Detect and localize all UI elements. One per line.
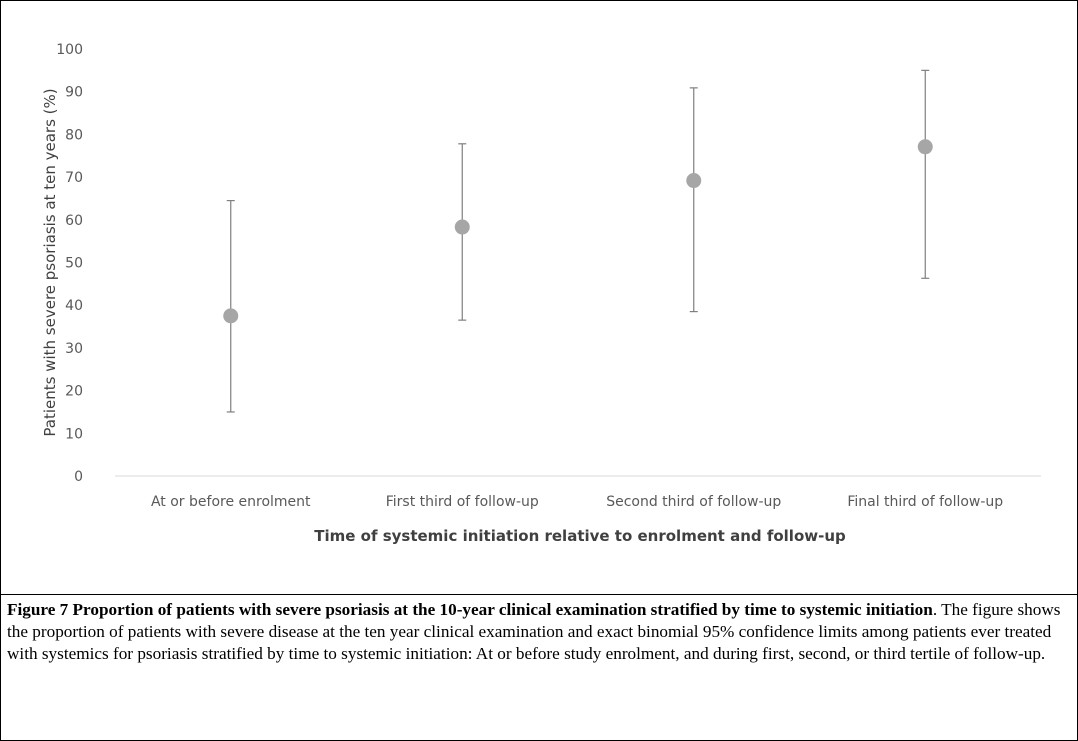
error-bar [689, 87, 698, 313]
data-points [223, 139, 933, 324]
data-point [454, 219, 470, 235]
x-tick-label: Final third of follow-up [847, 494, 1003, 510]
data-point [223, 308, 239, 324]
y-axis-ticks: 0 10 20 30 40 50 60 70 80 90 100 [56, 42, 83, 485]
y-tick-label: 70 [65, 170, 83, 186]
data-point [917, 139, 933, 155]
chart-area: 0 10 20 30 40 50 60 70 80 90 100 At or before enro… [1, 1, 1077, 595]
x-axis-ticks: At or before enrolment First third of fol… [151, 494, 1003, 510]
error-bar [226, 199, 235, 413]
error-bars [226, 69, 930, 413]
x-tick-label: At or before enrolment [151, 494, 311, 510]
x-tick-label: First third of follow-up [386, 494, 539, 510]
y-tick-label: 30 [65, 341, 83, 357]
y-tick-label: 20 [65, 384, 83, 400]
y-tick-label: 40 [65, 298, 83, 314]
y-axis-title: Patients with severe psoriasis at ten ye… [41, 88, 59, 436]
x-tick-label: Second third of follow-up [606, 494, 781, 510]
scatter-chart: 0 10 20 30 40 50 60 70 80 90 100 At or before enro… [41, 42, 1041, 545]
caption-text: . The figure shows the proportion of pat… [7, 600, 1061, 663]
y-tick-label: 60 [65, 213, 83, 229]
figure-caption: Figure 7 Proportion of patients with sev… [7, 599, 1071, 665]
data-point [686, 173, 702, 189]
y-tick-label: 0 [74, 469, 83, 485]
error-bar [921, 69, 930, 279]
y-tick-label: 10 [65, 426, 83, 442]
y-tick-label: 50 [65, 256, 83, 272]
y-tick-label: 100 [56, 42, 83, 58]
caption-title: Figure 7 Proportion of patients with sev… [7, 600, 933, 619]
y-tick-label: 90 [65, 85, 83, 101]
y-tick-label: 80 [65, 127, 83, 143]
x-axis-title: Time of systemic initiation relative to … [314, 527, 846, 545]
